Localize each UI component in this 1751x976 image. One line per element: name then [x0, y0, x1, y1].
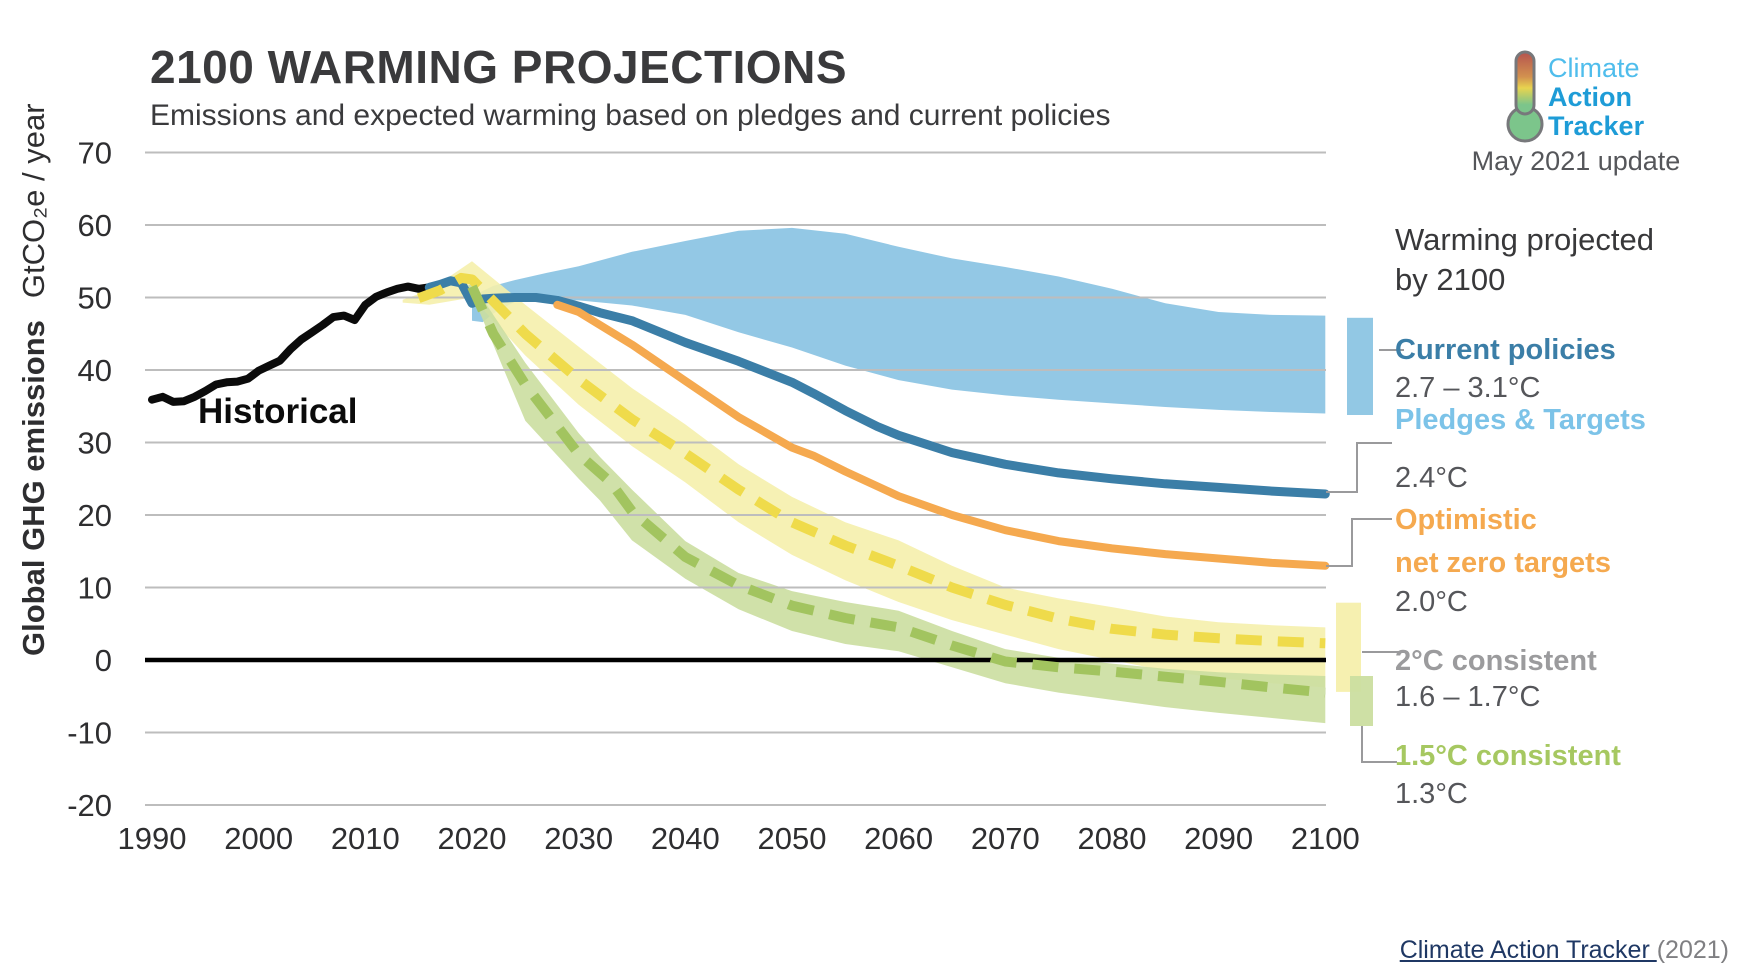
connector-pledges-targets — [1326, 442, 1392, 493]
logo-wordmark: Climate Action Tracker — [1548, 54, 1644, 141]
series-optimistic-net-zero-targets — [553, 300, 1330, 570]
legend-heading-line1: Warming projected — [1395, 222, 1655, 257]
logo-tracker: Tracker — [1548, 111, 1645, 141]
legend-label-current-policies: Current policies — [1395, 334, 1616, 366]
x-tick-label-2100: 2100 — [1291, 821, 1360, 856]
y-tick-label--20: -20 — [67, 788, 112, 823]
x-tick-label-2040: 2040 — [651, 821, 720, 856]
historical-series-label: Historical — [198, 392, 358, 431]
legend-temp-optimistic: 2.0°C — [1395, 586, 1468, 618]
y-tick-label-20: 20 — [78, 498, 112, 533]
page-subtitle: Emissions and expected warming based on … — [150, 99, 1111, 132]
series-layer — [148, 272, 1330, 698]
y-axis-unit: GtCO₂e / year — [16, 103, 51, 299]
legend-label-pledges-targets: Pledges & Targets — [1395, 404, 1646, 436]
range-bar-1-5c-consistent-2100-range — [1350, 676, 1373, 726]
y-tick-label-10: 10 — [78, 571, 112, 606]
y-tick-label--10: -10 — [67, 716, 112, 751]
x-tick-label-2060: 2060 — [864, 821, 933, 856]
legend-connector-lines — [1326, 349, 1404, 763]
series-1-5-c-consistent — [467, 284, 1326, 698]
legend-heading-line2: by 2100 — [1395, 262, 1506, 297]
x-tick-label-2050: 2050 — [758, 821, 827, 856]
y-tick-label-0: 0 — [95, 643, 112, 678]
range-bar-current-policies-2100-range — [1347, 317, 1373, 415]
band-current-policies-range — [472, 227, 1326, 414]
legend-label-optimistic-line1: Optimistic — [1395, 504, 1537, 536]
x-tick-label-2020: 2020 — [438, 821, 507, 856]
gridlines-layer — [145, 151, 1326, 806]
band-1-5c-consistent-range — [461, 283, 1326, 724]
y-tick-label-50: 50 — [78, 281, 112, 316]
legend-temp-2c-consistent: 1.6 – 1.7°C — [1395, 681, 1541, 713]
connector-1-5c — [1361, 726, 1397, 763]
y-tick-label-60: 60 — [78, 208, 112, 243]
end-range-bars — [1336, 317, 1373, 726]
connector-optimistic — [1326, 518, 1392, 567]
y-axis-title: Global GHG emissions GtCO₂e / year — [16, 103, 52, 656]
x-tick-label-2030: 2030 — [544, 821, 613, 856]
y-axis-title-bold: Global GHG emissions — [16, 320, 51, 656]
source-year: (2021) — [1656, 936, 1729, 964]
series-historical — [148, 282, 434, 406]
update-date: May 2021 update — [1471, 146, 1681, 176]
source-attribution: Climate Action Tracker (2021) — [1400, 936, 1729, 965]
y-tick-label-40: 40 — [78, 353, 112, 388]
y-tick-label-30: 30 — [78, 426, 112, 461]
legend-label-1-5c-consistent: 1.5°C consistent — [1395, 740, 1621, 772]
legend-label-optimistic-line2: net zero targets — [1395, 547, 1611, 579]
legend-temp-1-5c-consistent: 1.3°C — [1395, 778, 1468, 810]
page-title: 2100 WARMING PROJECTIONS — [150, 41, 848, 93]
source-link[interactable]: Climate Action Tracker — [1399, 936, 1657, 964]
legend-temp-current-policies: 2.7 – 3.1°C — [1395, 372, 1541, 404]
x-tick-label-2000: 2000 — [224, 821, 293, 856]
legend-heading: Warming projected by 2100 — [1395, 220, 1654, 300]
legend-temp-pledges-targets: 2.4°C — [1395, 462, 1468, 494]
thermometer-icon — [1506, 50, 1544, 143]
x-tick-label-2080: 2080 — [1078, 821, 1147, 856]
x-tick-label-2090: 2090 — [1184, 821, 1253, 856]
y-tick-label-70: 70 — [78, 136, 112, 171]
x-tick-label-2070: 2070 — [971, 821, 1040, 856]
x-tick-label-2010: 2010 — [331, 821, 400, 856]
legend-label-2c-consistent: 2°C consistent — [1395, 645, 1597, 677]
x-tick-label-1990: 1990 — [118, 821, 187, 856]
logo-climate: Climate — [1548, 53, 1640, 83]
logo-action: Action — [1548, 82, 1632, 112]
